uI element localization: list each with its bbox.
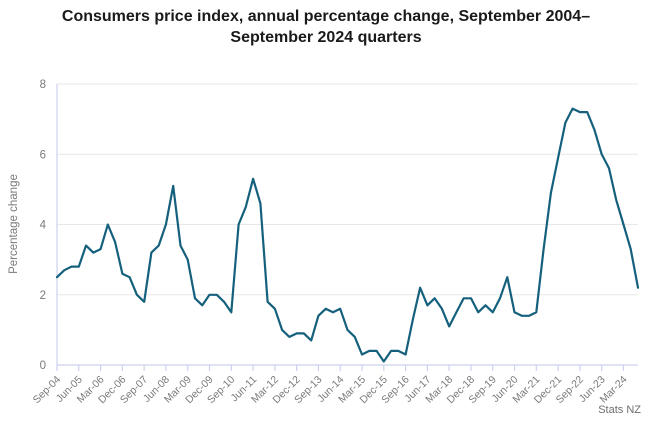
y-axis-tick-labels: 0 2 4 6 8: [40, 79, 47, 372]
y-tick-label: 0: [40, 360, 46, 372]
chart-title: Consumers price index, annual percentage…: [61, 8, 591, 46]
cpi-line: [55, 107, 640, 363]
attribution-stats-nz: Stats NZ: [598, 404, 641, 416]
y-tick-label: 8: [40, 79, 46, 91]
cpi-series-line: [55, 107, 640, 363]
y-tick-label: 4: [40, 220, 47, 232]
axes: [56, 84, 638, 371]
x-axis-tick-labels: Sep-04Jun-05Mar-06Dec-06Sep-07Jun-08Mar-…: [31, 374, 630, 407]
y-tick-label: 6: [40, 149, 46, 161]
y-tick-label: 2: [40, 290, 46, 302]
y-axis-title: Percentage change: [8, 174, 20, 274]
gridlines: [57, 83, 638, 296]
